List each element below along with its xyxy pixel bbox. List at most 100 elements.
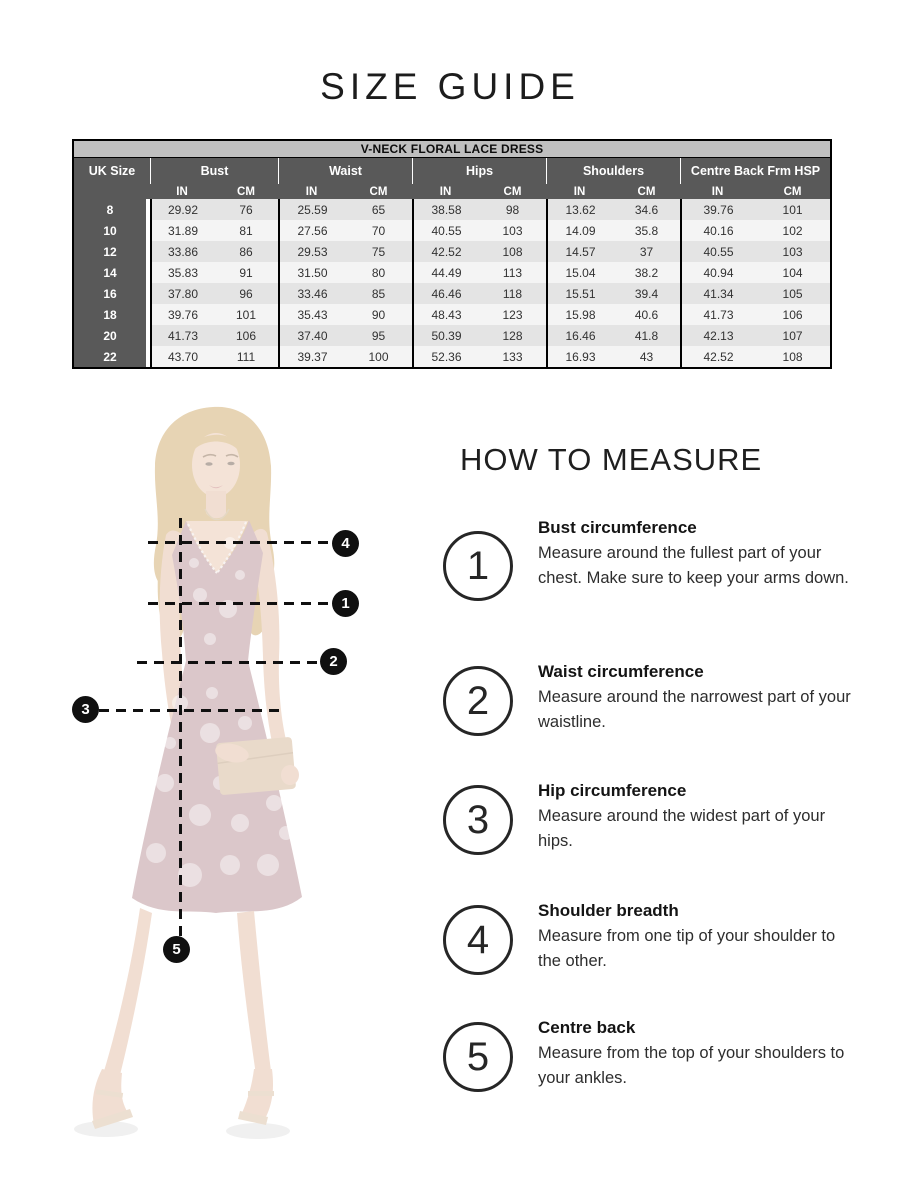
col-header-bust: Bust: [150, 158, 278, 184]
face: [192, 433, 240, 497]
measurement-cell: 33.86: [150, 241, 214, 262]
measurement-cell: 86: [214, 241, 278, 262]
hairline: [190, 434, 242, 455]
table-row: 16 37.80 96 33.46 85 46.46 118 15.51 39.4 41.34 10…: [74, 283, 831, 304]
measurement-cell: 118: [479, 283, 546, 304]
uk-size-cell: 12: [74, 241, 150, 262]
measurement-cell: 101: [755, 199, 831, 220]
table-row: 22 43.70 111 39.37 100 52.36 133 16.93 43 42.52 10…: [74, 346, 831, 367]
unit-header-cm: CM: [479, 184, 546, 199]
eyebrow: [225, 453, 239, 458]
measurement-cell: 43: [613, 346, 680, 367]
step-description: Measure around the widest part of your h…: [538, 807, 826, 850]
unit-header-cm: CM: [613, 184, 680, 199]
table-title: V-NECK FLORAL LACE DRESS: [74, 141, 831, 158]
step-description: Measure from the top of your shoulders t…: [538, 1044, 845, 1087]
uk-size-cell: 8: [74, 199, 150, 220]
unit-header-in: IN: [278, 184, 345, 199]
step-number-circle: 3: [443, 785, 513, 855]
dress-skirt: [132, 661, 302, 913]
measurement-cell: 85: [345, 283, 412, 304]
step-number: 1: [466, 543, 490, 588]
table-row: 14 35.83 91 31.50 80 44.49 113 15.04 38.2 40.94 10…: [74, 262, 831, 283]
right-leg: [237, 911, 272, 1081]
measurement-cell: 105: [755, 283, 831, 304]
measurement-cell: 15.98: [546, 304, 613, 325]
measurement-cell: 14.57: [546, 241, 613, 262]
step-heading: Waist circumference: [538, 662, 704, 681]
sandal-strap: [248, 1091, 274, 1096]
measurement-cell: 103: [755, 241, 831, 262]
dress-bodice: [172, 520, 263, 661]
col-header-shoulders: Shoulders: [546, 158, 680, 184]
measurement-cell: 40.16: [680, 220, 755, 241]
page-title: SIZE GUIDE: [320, 66, 580, 107]
unit-header-cm: CM: [345, 184, 412, 199]
unit-header-cm: CM: [214, 184, 278, 199]
step-number-circle: 2: [443, 666, 513, 736]
col-header-centre-back: Centre Back Frm HSP: [680, 158, 831, 184]
measurement-cell: 41.73: [150, 325, 214, 346]
measurement-cell: 80: [345, 262, 412, 283]
measurement-cell: 39.76: [150, 304, 214, 325]
measurement-cell: 42.13: [680, 325, 755, 346]
table-group-header-row: UK Size Bust Waist Hips Shoulders Centre…: [74, 158, 831, 184]
measurement-cell: 111: [214, 346, 278, 367]
step-number-circle: 4: [443, 905, 513, 975]
measurement-cell: 108: [479, 241, 546, 262]
step-description: Measure around the narrowest part of you…: [538, 688, 851, 731]
unit-header-in: IN: [412, 184, 479, 199]
measurement-cell: 75: [345, 241, 412, 262]
measurement-cell: 46.46: [412, 283, 479, 304]
hand: [281, 765, 299, 785]
bust-measure-line: [148, 602, 332, 605]
measurement-cell: 41.34: [680, 283, 755, 304]
measurement-cell: 113: [479, 262, 546, 283]
necklace: [204, 508, 230, 521]
measurement-cell: 44.49: [412, 262, 479, 283]
measurement-cell: 76: [214, 199, 278, 220]
measurement-cell: 29.92: [150, 199, 214, 220]
eyebrow: [202, 453, 217, 458]
measurement-cell: 40.55: [412, 220, 479, 241]
step-heading: Hip circumference: [538, 781, 687, 800]
table-row: 10 31.89 81 27.56 70 40.55 103 14.09 35.8 40.16 10…: [74, 220, 831, 241]
step-number: 4: [466, 917, 490, 962]
figure-badge-centre-back: 5: [163, 936, 190, 963]
waist-measure-line: [137, 661, 321, 664]
measurement-cell: 16.46: [546, 325, 613, 346]
measurement-cell: 39.37: [278, 346, 345, 367]
measurement-cell: 133: [479, 346, 546, 367]
measurement-cell: 29.53: [278, 241, 345, 262]
measurement-cell: 101: [214, 304, 278, 325]
shadow: [74, 1121, 138, 1137]
table-row: 18 39.76 101 35.43 90 48.43 123 15.98 40.6 41.73 1…: [74, 304, 831, 325]
left-leg: [103, 908, 152, 1081]
step-number: 2: [466, 678, 490, 723]
measurement-cell: 107: [755, 325, 831, 346]
figure-badge-hip: 3: [72, 696, 99, 723]
col-header-uk-size: UK Size: [74, 158, 150, 184]
step-heading: Centre back: [538, 1018, 636, 1037]
measure-step-shoulder: 4 Shoulder breadth Measure from one tip …: [443, 901, 856, 975]
measurement-cell: 38.58: [412, 199, 479, 220]
measurement-cell: 14.09: [546, 220, 613, 241]
measurement-cell: 40.6: [613, 304, 680, 325]
table-unit-row: IN CM IN CM IN CM IN CM IN CM: [74, 184, 831, 199]
measurement-cell: 33.46: [278, 283, 345, 304]
measurement-cell: 15.04: [546, 262, 613, 283]
measurement-cell: 31.89: [150, 220, 214, 241]
model-figure: 4 1 2 3 5: [60, 403, 360, 1143]
step-heading: Bust circumference: [538, 518, 697, 537]
measurement-cell: 37.80: [150, 283, 214, 304]
shoulder-measure-line: [148, 541, 332, 544]
measurement-cell: 41.8: [613, 325, 680, 346]
measurement-cell: 41.73: [680, 304, 755, 325]
measurement-cell: 91: [214, 262, 278, 283]
lips: [209, 485, 223, 489]
uk-size-cell: 18: [74, 304, 150, 325]
left-foot: [92, 1069, 128, 1125]
unit-header-in: IN: [150, 184, 214, 199]
eye: [205, 462, 213, 466]
measurement-cell: 43.70: [150, 346, 214, 367]
